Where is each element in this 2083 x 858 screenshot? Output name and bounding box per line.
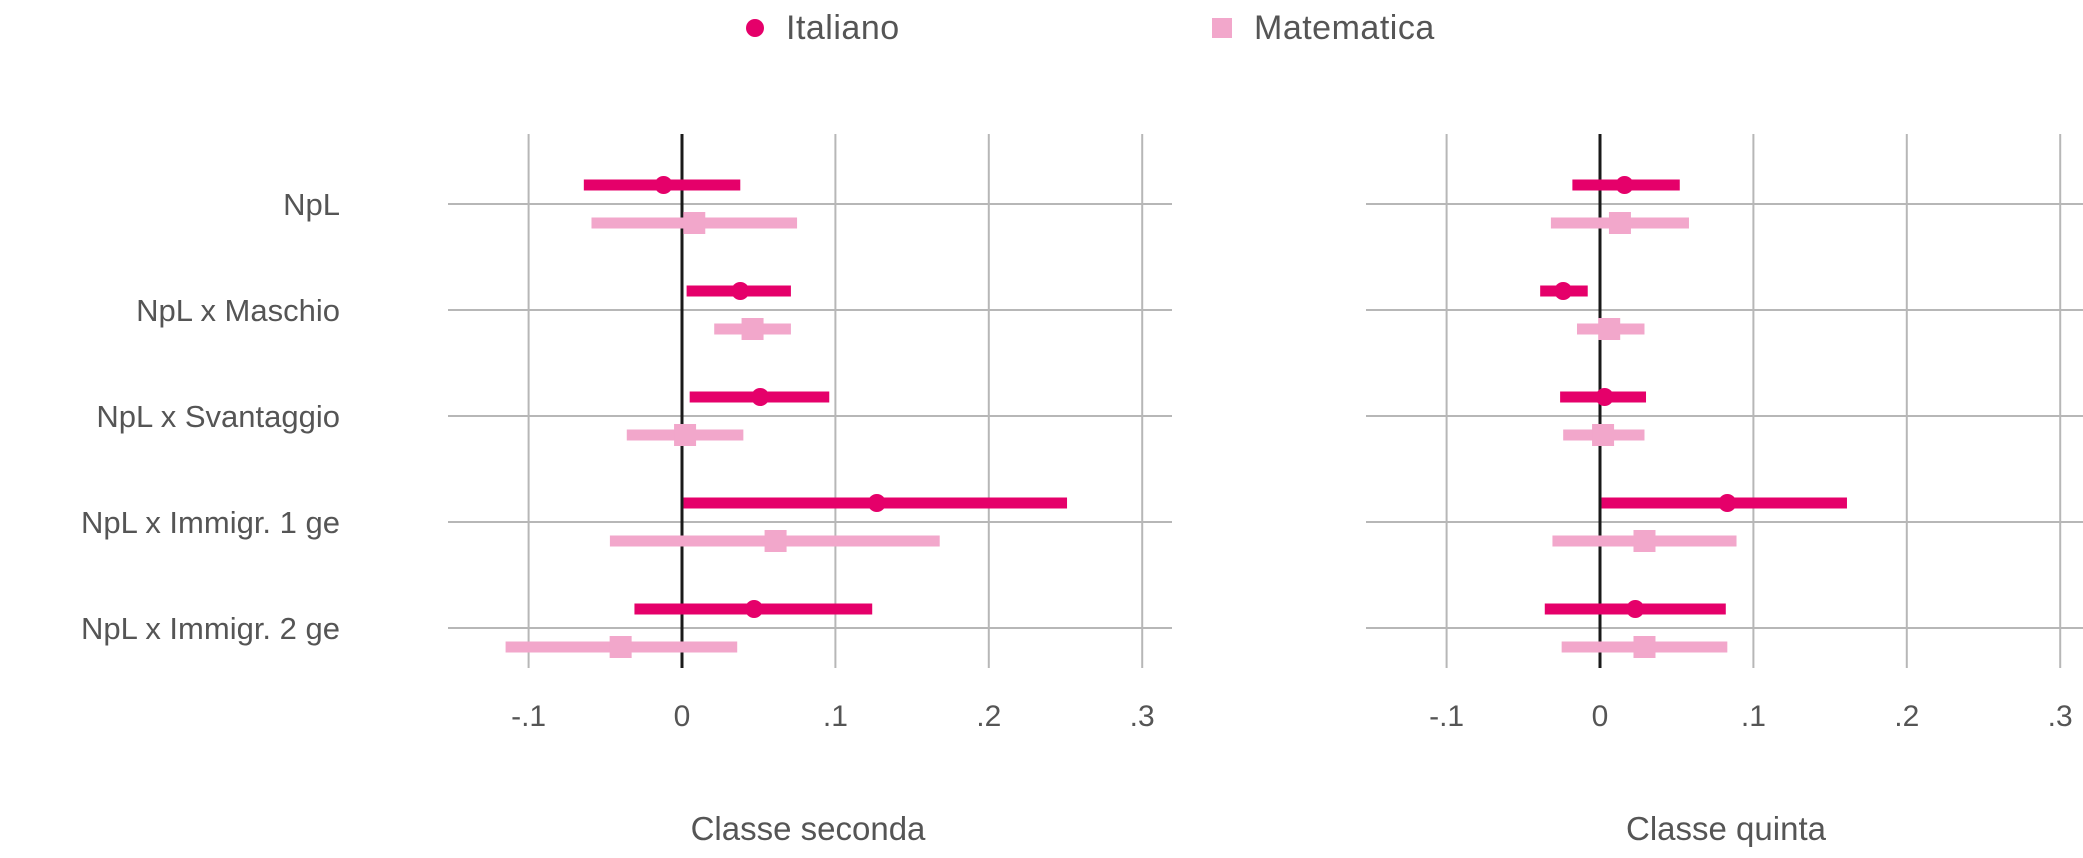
estimate-point-matematica [741,318,764,340]
estimate-point-italiano [1554,282,1573,300]
estimate-point-italiano [1626,600,1645,618]
legend-label-italiano: Italiano [786,8,900,47]
estimate-point-matematica [609,636,632,658]
x-tick-label: .3 [1130,700,1155,733]
estimate-point-matematica [1633,530,1656,552]
legend-item-matematica: Matematica [1212,6,1435,50]
x-tick-label: .2 [976,700,1001,733]
estimate-point-italiano [745,600,764,618]
estimate-point-italiano [731,282,750,300]
x-tick-label: 0 [1592,700,1609,733]
row-label: NpL x Maschio [136,293,340,328]
estimate-point-matematica [683,212,706,234]
estimate-point-italiano [751,388,770,406]
row-label: NpL x Svantaggio [96,399,340,434]
estimate-point-italiano [1718,494,1737,512]
estimate-point-matematica [674,424,697,446]
circle-marker-icon [746,19,764,37]
x-tick-label: .2 [1894,700,1919,733]
x-tick-label: 0 [674,700,691,733]
row-label: NpL x Immigr. 2 ge [81,611,340,646]
x-tick-label: .3 [2048,700,2073,733]
estimate-point-matematica [764,530,787,552]
panel-xlabel: Classe seconda [691,810,926,847]
estimate-point-matematica [1608,212,1631,234]
estimate-point-matematica [1633,636,1656,658]
estimate-point-italiano [654,176,673,194]
legend-label-matematica: Matematica [1254,8,1435,47]
legend: Italiano Matematica [0,6,2083,50]
x-tick-label: .1 [1741,700,1766,733]
estimate-point-matematica [1592,424,1615,446]
x-tick-label: .1 [823,700,848,733]
square-marker-icon [1212,18,1232,38]
row-label: NpL [283,187,340,222]
x-tick-label: -.1 [1429,700,1464,733]
row-label: NpL x Immigr. 1 ge [81,505,340,540]
x-tick-label: -.1 [511,700,546,733]
estimate-point-italiano [1615,176,1634,194]
estimate-point-italiano [1595,388,1614,406]
legend-item-italiano: Italiano [746,6,900,50]
estimate-point-italiano [867,494,886,512]
estimate-point-matematica [1598,318,1621,340]
panel-xlabel: Classe quinta [1626,810,1827,847]
